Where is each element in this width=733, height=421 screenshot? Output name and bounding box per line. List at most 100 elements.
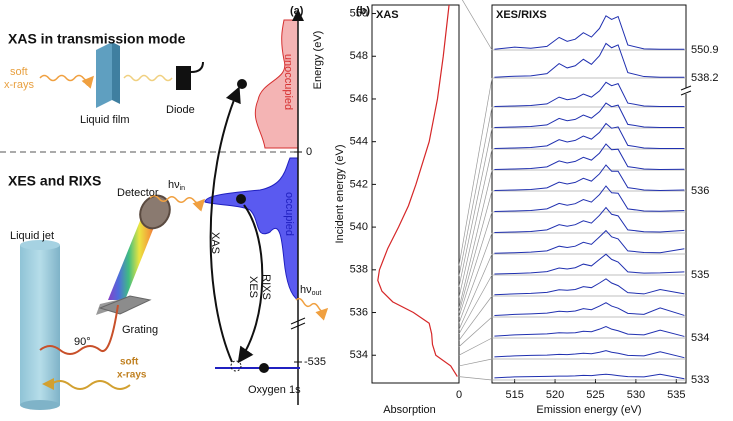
connector [458, 127, 493, 287]
connector [458, 274, 493, 335]
diode-wire [190, 61, 204, 73]
row-label: 550.9 [691, 44, 719, 56]
label: soft [10, 66, 28, 78]
panel-label: (a) [290, 5, 304, 17]
y-tick-label: 542 [350, 178, 368, 190]
label: Diode [166, 104, 195, 116]
plot-frame [491, 4, 687, 384]
occupied-dos [204, 157, 299, 301]
row-label: 533 [691, 374, 709, 386]
label: Oxygen 1s [248, 384, 301, 396]
label: soft [120, 357, 139, 368]
connector [458, 337, 493, 356]
x-tick-label: 520 [546, 389, 564, 401]
spectrum [494, 15, 685, 50]
spectrum [494, 206, 685, 233]
spectrum [494, 278, 685, 296]
label: hν [300, 284, 312, 296]
label: hνin [168, 179, 185, 192]
spectrum [494, 122, 685, 149]
xas-curve [377, 4, 458, 377]
x-ray-wave [149, 195, 206, 212]
spectrum [494, 143, 685, 170]
label: x-rays [117, 370, 147, 381]
x-axis-label: Emission energy (eV) [536, 404, 641, 416]
connector [458, 253, 493, 330]
axis-break [680, 90, 692, 96]
row-label: 534 [691, 332, 709, 344]
y-tick-label: 550 [350, 7, 368, 19]
axis-break [680, 85, 692, 91]
beam-arrow [42, 378, 54, 390]
electron [237, 79, 247, 89]
connector [461, 0, 493, 51]
tick-label: -535 [304, 356, 326, 368]
connector [458, 148, 493, 298]
spectrum [494, 373, 685, 380]
spectrum [494, 326, 685, 337]
row-label: 538.2 [691, 72, 719, 84]
jet-top [20, 240, 60, 250]
x-tick-label: 525 [586, 389, 604, 401]
connector [458, 316, 493, 347]
connector [458, 232, 493, 324]
x-axis-label: Absorption [383, 404, 436, 416]
plot-frame [371, 4, 460, 384]
connector [458, 358, 493, 367]
axis-label: Energy (eV) [312, 31, 324, 90]
core-hole [230, 360, 242, 372]
y-tick-label: 536 [350, 306, 368, 318]
axis-break-gap [684, 88, 689, 94]
incident-beam [49, 380, 131, 390]
x-ray-wave [295, 297, 329, 321]
grating [98, 295, 152, 315]
y-tick-label: 544 [350, 136, 368, 148]
panel-b: XAS 534 536 538 540 542 544 546 548 550 0 Absorptio… [334, 0, 719, 416]
x-ray-wave [39, 74, 94, 89]
scattered-beam [39, 304, 119, 355]
connector [458, 106, 493, 277]
spectrum [494, 102, 685, 128]
label: unoccupied [282, 54, 294, 110]
x-tick-label: 535 [667, 389, 685, 401]
heading: XAS in transmission mode [8, 31, 186, 47]
label: Detector [117, 187, 159, 199]
x-tick-label: 515 [505, 389, 523, 401]
connector [458, 211, 493, 317]
detector [139, 194, 171, 230]
spectrum [494, 302, 685, 316]
tick-label: 0 [306, 146, 312, 158]
xes-arrow [237, 204, 264, 364]
label: x-rays [4, 79, 34, 91]
dispersed-beam [108, 206, 160, 300]
row-label: 536 [691, 185, 709, 197]
label: hν [168, 179, 180, 191]
heading: XES and RIXS [8, 173, 101, 189]
x-tick-label: 530 [627, 389, 645, 401]
panel-a [0, 9, 306, 410]
waves [39, 74, 329, 321]
chart-title: XAS [376, 9, 399, 21]
spectrum [494, 185, 685, 212]
axis-break [290, 317, 306, 325]
label: Liquid film [80, 114, 130, 126]
y-axis-label: Incident energy (eV) [334, 144, 346, 243]
jet-bottom [20, 400, 60, 410]
spectrum [494, 42, 685, 78]
spectrum [494, 350, 685, 359]
liquid-film-side [112, 42, 120, 104]
y-tick-label: 534 [350, 349, 368, 361]
y-tick-label: 546 [350, 93, 368, 105]
unoccupied-dos [254, 19, 299, 149]
panel-label: (b) [356, 5, 370, 17]
connector [458, 77, 493, 266]
label: occupied [283, 192, 295, 236]
connector [458, 169, 493, 309]
x-ray-wave [123, 74, 173, 82]
spectrum [494, 229, 685, 254]
electron [236, 194, 246, 204]
connector [458, 190, 493, 313]
y-tick-label: 548 [350, 50, 368, 62]
label: 90° [74, 336, 91, 348]
